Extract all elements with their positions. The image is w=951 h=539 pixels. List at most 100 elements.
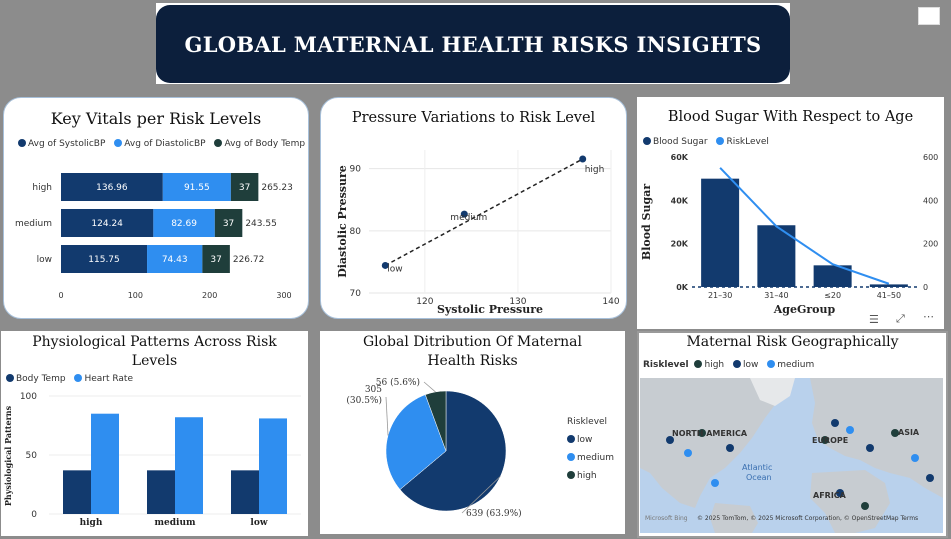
physio-x-tick: low (250, 518, 267, 528)
physio-y-tick: 0 (31, 510, 37, 520)
vitals-total-label: 265.23 (261, 183, 293, 193)
map-marker (821, 436, 829, 444)
map-land-north-america (640, 378, 790, 508)
sugar-y-left-tick: 0K (676, 283, 689, 292)
physio-bar (175, 417, 203, 514)
distribution-legend: low medium high (567, 431, 614, 485)
vitals-data-label: 74.43 (162, 255, 188, 265)
map-title: Maternal Risk Geographically (686, 334, 899, 350)
physio-y-axis-title: Physiological Patterns (3, 405, 13, 506)
key-vitals-chart: high 136.96 91.55 37 265.23 medium 124.24 82.69… (15, 173, 293, 300)
sugar-y-right-tick: 400 (923, 196, 938, 205)
pressure-point (579, 155, 587, 163)
map-label-atlantic: Atlantic (742, 463, 772, 472)
physio-x-tick: medium (154, 518, 196, 528)
physio-bar (231, 470, 259, 514)
vitals-bar-segment (162, 173, 231, 201)
map-marker (861, 502, 869, 510)
sugar-y-axis-title: Blood Sugar (640, 184, 653, 260)
more-options-icon[interactable]: ⋯ (923, 310, 934, 323)
map-legend-medium: medium (777, 360, 815, 370)
pie-leader-line (461, 476, 501, 514)
physio-y-tick: 100 (20, 392, 37, 402)
pie-leader-line (385, 396, 389, 436)
vitals-bar-segment (214, 209, 243, 237)
pressure-y-tick: 70 (350, 289, 362, 299)
vitals-data-label: 91.55 (184, 183, 210, 193)
map-label-north-america: NORTH AMERICA (672, 429, 748, 438)
sugar-y-left-tick: 40K (671, 196, 689, 205)
pressure-x-tick: 120 (416, 297, 433, 307)
pressure-point (381, 261, 389, 269)
map-land-greenland (750, 378, 795, 406)
sugar-bar (813, 265, 852, 287)
pressure-trendline (384, 158, 584, 267)
map-legend-title: Risklevel (643, 360, 689, 370)
map-label-europe: EUROPE (812, 436, 848, 445)
map-legend-high: high (704, 360, 725, 370)
pressure-x-tick: 140 (602, 297, 619, 307)
legend-diastolic: Avg of DiastolicBP (124, 139, 206, 149)
physio-y-tick: 50 (26, 451, 38, 461)
pie-data-label: 639 (63.9%) (466, 508, 522, 519)
legend-risklevel: RiskLevel (726, 137, 769, 147)
vitals-data-label: 124.24 (91, 219, 123, 229)
world-map[interactable]: NORTH AMERICA EUROPE ASIA AFRICA Atlanti… (640, 378, 943, 533)
map-land-africa (810, 470, 890, 533)
legend-heart-rate: Heart Rate (84, 374, 133, 384)
legend-blood-sugar: Blood Sugar (653, 137, 708, 147)
pressure-panel: Pressure Variations to Risk Level 70 80 90… (320, 97, 627, 319)
legend-bodytemp: Avg of Body Temp (224, 139, 306, 149)
map-land-south-america (710, 503, 758, 533)
blood-sugar-title: Blood Sugar With Respect to Age (667, 109, 914, 125)
map-panel: Maternal Risk Geographically Risklevel h… (637, 331, 948, 538)
title-banner: GLOBAL MATERNAL HEALTH RISKS INSIGHTS (156, 3, 790, 84)
map-label-asia: ASIA (898, 428, 920, 437)
map-marker (891, 429, 899, 437)
map-marker (926, 474, 934, 482)
vitals-bar-segment (147, 245, 203, 273)
map-marker (666, 436, 674, 444)
dist-legend-high: high (577, 471, 597, 481)
sugar-y-left-tick: 20K (671, 240, 689, 249)
sugar-y-right-tick: 600 (923, 153, 938, 162)
pressure-y-axis-title: Diastolic Pressure (336, 165, 349, 278)
map-attribution[interactable]: © 2025 TomTom, © 2025 Microsoft Corporat… (697, 515, 919, 522)
map-land-eurasia (810, 378, 943, 498)
key-vitals-legend: Avg of SystolicBP Avg of DiastolicBP Avg… (18, 139, 308, 149)
pressure-point-label: high (585, 165, 605, 175)
key-vitals-panel: Key Vitals per Risk Levels Avg of Systol… (3, 97, 309, 319)
vitals-total-label: 226.72 (233, 255, 265, 265)
filter-icon[interactable]: ☰ (869, 313, 879, 326)
pie-leader-line (423, 381, 436, 393)
dist-legend-low: low (577, 435, 593, 445)
map-marker (831, 419, 839, 427)
sugar-y-right-tick: 200 (923, 240, 938, 249)
legend-body-temp: Body Temp (16, 374, 66, 384)
pressure-point-label: medium (450, 213, 487, 223)
physio-bar (63, 470, 91, 514)
blood-sugar-panel: Blood Sugar With Respect to Age Blood Su… (637, 97, 944, 329)
blood-sugar-legend: Blood Sugar RiskLevel (643, 137, 775, 147)
vitals-data-label: 115.75 (88, 255, 120, 265)
vitals-bar-segment (61, 245, 148, 273)
sugar-x-axis-title: AgeGroup (773, 303, 836, 316)
pressure-point (460, 210, 468, 218)
pressure-x-axis-title: Systolic Pressure (437, 303, 543, 316)
vitals-category-label: low (37, 255, 52, 265)
pie-data-label: 56 (5.6%) (376, 377, 420, 388)
distribution-pie-chart: 639 (63.9%) 305 (30.5%)56 (5.6%) (346, 377, 522, 519)
map-legend-low: low (742, 360, 759, 370)
sugar-y-left-tick: 60K (671, 153, 689, 162)
physio-chart: 0 50 100 high medium low Physiological Pattern… (3, 392, 301, 528)
vitals-data-label: 82.69 (171, 219, 197, 229)
vitals-data-label: 37 (210, 255, 221, 265)
physio-x-tick: high (80, 518, 103, 528)
focus-mode-icon[interactable] (918, 7, 940, 25)
map-label-africa: AFRICA (813, 491, 847, 500)
pressure-chart: 70 80 90 120 130 140 low medium high Systolic Pre… (336, 150, 620, 316)
vitals-category-label: high (32, 183, 52, 193)
expand-icon[interactable]: ⤢ (896, 312, 905, 325)
sugar-x-tick: 41–50 (877, 291, 901, 300)
vitals-bar-segment (230, 173, 259, 201)
